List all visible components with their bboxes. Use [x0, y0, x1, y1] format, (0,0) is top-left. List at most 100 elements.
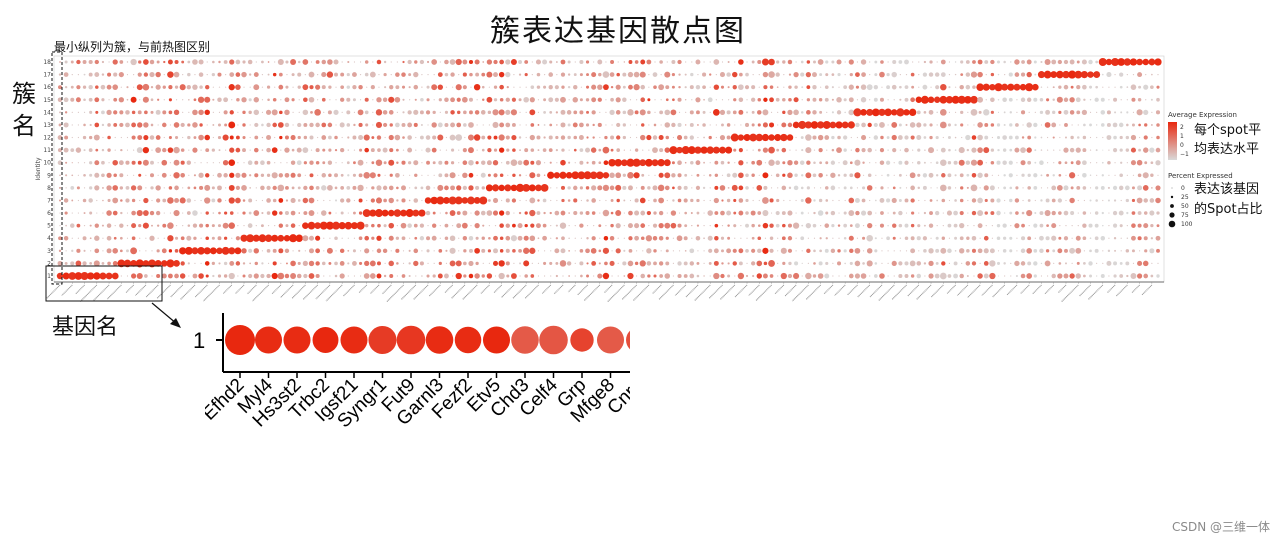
dot	[976, 83, 984, 91]
dot	[247, 223, 253, 228]
dot	[1119, 173, 1123, 178]
dot	[572, 122, 578, 128]
dot	[929, 60, 933, 64]
dot	[383, 198, 387, 203]
percent-legend-dot	[1169, 212, 1175, 218]
dot	[529, 235, 536, 242]
dot	[504, 184, 512, 192]
dot	[493, 248, 499, 254]
dot	[1117, 58, 1126, 66]
dot	[1094, 248, 1099, 253]
dot	[145, 237, 147, 239]
dot	[1108, 99, 1110, 101]
dot	[359, 275, 362, 277]
dot	[997, 148, 1000, 152]
dot	[372, 99, 374, 101]
dot	[801, 262, 803, 265]
dot	[298, 99, 300, 101]
dot	[727, 262, 730, 265]
dot	[458, 73, 460, 76]
dot	[458, 237, 460, 239]
dot	[556, 199, 558, 202]
dot	[1150, 98, 1153, 101]
dot	[948, 86, 951, 89]
dot	[531, 262, 533, 265]
dot	[648, 73, 650, 76]
dot	[155, 84, 161, 90]
percent-tick: 100	[1181, 221, 1193, 228]
dot	[536, 211, 541, 215]
zoom-dot	[225, 325, 255, 355]
dot	[80, 271, 89, 281]
x-tick-label	[156, 284, 171, 299]
dot	[328, 148, 332, 152]
dot	[1027, 261, 1032, 266]
dot	[684, 224, 688, 228]
dot	[1027, 186, 1031, 190]
dot	[645, 158, 653, 167]
dot	[518, 60, 522, 64]
dot	[597, 84, 603, 90]
dot	[1039, 160, 1044, 166]
dot	[1096, 162, 1098, 164]
dot	[173, 209, 180, 217]
dot	[726, 110, 731, 115]
dot	[640, 134, 646, 141]
dot	[1113, 97, 1118, 102]
dot	[241, 185, 247, 191]
x-tick-label	[134, 284, 147, 296]
dot	[1014, 59, 1020, 65]
dot	[990, 110, 994, 114]
dot	[1039, 235, 1044, 241]
x-tick-label	[444, 284, 454, 294]
dot	[788, 97, 792, 102]
dot	[1150, 85, 1154, 90]
dot	[70, 85, 74, 89]
dot	[1096, 136, 1098, 139]
dot	[357, 159, 364, 166]
dot	[1058, 236, 1062, 240]
dot	[1021, 72, 1026, 77]
dot	[548, 84, 553, 90]
dot	[235, 59, 241, 65]
dot	[591, 211, 596, 215]
dot	[519, 199, 521, 202]
dot	[542, 148, 547, 152]
dot	[1138, 123, 1141, 127]
dot	[402, 149, 405, 151]
dot	[893, 174, 895, 176]
dot	[511, 97, 517, 102]
dot	[524, 274, 528, 278]
dot	[795, 61, 797, 63]
dot	[432, 135, 437, 140]
dot	[65, 250, 67, 252]
dot	[1118, 210, 1124, 216]
dot	[720, 160, 725, 165]
dot	[918, 86, 920, 88]
dot	[462, 185, 467, 191]
dot	[1143, 135, 1148, 140]
dot	[627, 71, 634, 78]
dot	[519, 275, 521, 277]
dot	[212, 212, 215, 214]
dot	[383, 274, 387, 278]
dot	[193, 186, 197, 190]
dot	[89, 186, 93, 190]
dot	[266, 147, 271, 153]
dot	[757, 97, 762, 102]
dot	[77, 124, 79, 126]
dot	[396, 111, 398, 113]
dot	[899, 237, 902, 239]
dot	[548, 148, 553, 153]
dot	[347, 60, 350, 64]
dot	[143, 197, 149, 204]
dot	[188, 149, 190, 151]
dot	[677, 273, 682, 279]
x-tick-label	[342, 284, 355, 297]
dot	[1069, 147, 1075, 153]
dot	[1075, 147, 1081, 153]
dot	[493, 98, 498, 102]
dot	[291, 186, 295, 190]
dot	[413, 160, 419, 166]
dot	[591, 236, 596, 241]
